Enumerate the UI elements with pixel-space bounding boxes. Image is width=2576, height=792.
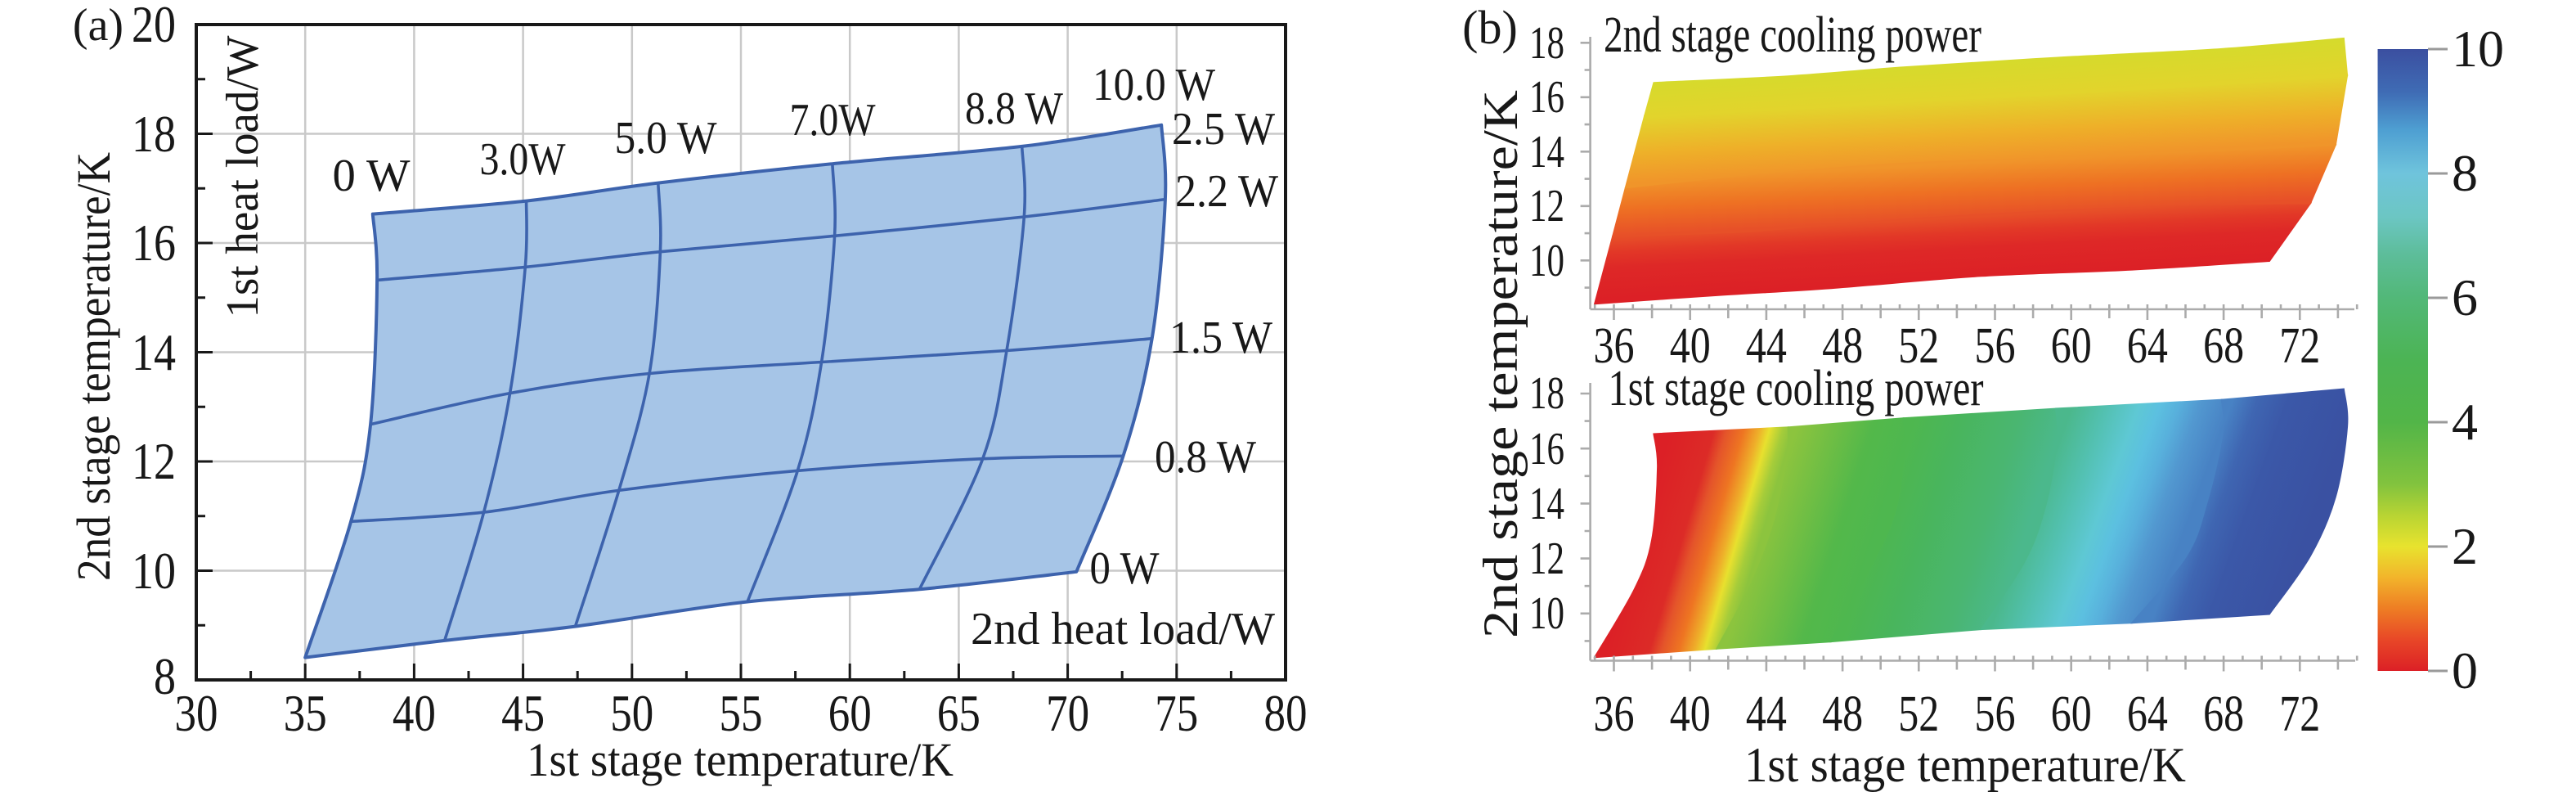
svg-text:60: 60 xyxy=(2051,318,2092,374)
svg-text:45: 45 xyxy=(501,684,545,742)
svg-text:48: 48 xyxy=(1822,686,1863,742)
svg-text:64: 64 xyxy=(2127,686,2168,742)
svg-text:18: 18 xyxy=(1529,18,1564,69)
svg-text:2nd stage temperature/K: 2nd stage temperature/K xyxy=(67,152,120,581)
svg-text:1st stage temperature/K: 1st stage temperature/K xyxy=(1744,738,2186,792)
svg-text:70: 70 xyxy=(1046,684,1089,742)
svg-text:12: 12 xyxy=(1529,181,1564,232)
svg-text:18: 18 xyxy=(1529,368,1564,419)
svg-text:1st stage cooling power: 1st stage cooling power xyxy=(1609,361,1984,416)
svg-text:0 W: 0 W xyxy=(333,151,411,201)
svg-text:0.8 W: 0.8 W xyxy=(1155,432,1256,483)
svg-text:8: 8 xyxy=(154,647,176,705)
svg-text:7.0W: 7.0W xyxy=(790,95,876,146)
svg-text:14: 14 xyxy=(132,323,176,381)
svg-text:2nd stage temperature/K: 2nd stage temperature/K xyxy=(1474,90,1528,638)
svg-text:60: 60 xyxy=(2051,686,2092,742)
svg-text:2nd stage cooling power: 2nd stage cooling power xyxy=(1604,7,1981,63)
svg-text:2.2 W: 2.2 W xyxy=(1175,166,1278,217)
svg-text:3.0W: 3.0W xyxy=(480,134,566,185)
svg-text:35: 35 xyxy=(284,684,327,742)
svg-text:40: 40 xyxy=(393,684,436,742)
svg-text:14: 14 xyxy=(1529,479,1564,529)
svg-text:16: 16 xyxy=(1529,424,1564,475)
svg-text:64: 64 xyxy=(2127,318,2168,374)
svg-text:44: 44 xyxy=(1746,318,1787,374)
svg-text:0 W: 0 W xyxy=(1090,543,1160,594)
svg-text:10.0 W: 10.0 W xyxy=(1093,60,1215,110)
svg-text:36: 36 xyxy=(1594,686,1635,742)
svg-text:48: 48 xyxy=(1822,318,1863,374)
svg-text:1st stage temperature/K: 1st stage temperature/K xyxy=(527,733,954,786)
svg-text:56: 56 xyxy=(1975,686,2016,742)
svg-text:65: 65 xyxy=(937,684,981,742)
svg-text:8.8 W: 8.8 W xyxy=(965,83,1063,134)
svg-text:12: 12 xyxy=(132,432,176,490)
svg-text:40: 40 xyxy=(1670,318,1711,374)
svg-text:14: 14 xyxy=(1529,127,1564,178)
svg-text:18: 18 xyxy=(132,105,176,163)
svg-text:6: 6 xyxy=(2452,268,2478,326)
svg-text:44: 44 xyxy=(1746,686,1787,742)
svg-text:72: 72 xyxy=(2279,686,2320,742)
svg-text:8: 8 xyxy=(2452,144,2478,202)
svg-text:2nd heat load/W: 2nd heat load/W xyxy=(971,604,1275,655)
svg-text:20: 20 xyxy=(132,0,176,53)
svg-text:40: 40 xyxy=(1670,686,1711,742)
svg-text:1st heat load/W: 1st heat load/W xyxy=(218,35,268,317)
svg-text:2: 2 xyxy=(2452,517,2478,575)
svg-text:36: 36 xyxy=(1594,318,1635,374)
svg-text:(a): (a) xyxy=(73,0,123,51)
svg-text:16: 16 xyxy=(1529,72,1564,123)
svg-text:56: 56 xyxy=(1975,318,2016,374)
svg-text:2.5 W: 2.5 W xyxy=(1172,104,1275,155)
svg-text:52: 52 xyxy=(1898,686,1939,742)
svg-text:1.5 W: 1.5 W xyxy=(1169,313,1272,363)
svg-text:5.0 W: 5.0 W xyxy=(615,113,717,164)
svg-text:(b): (b) xyxy=(1462,1,1518,54)
svg-text:75: 75 xyxy=(1155,684,1198,742)
svg-text:72: 72 xyxy=(2279,318,2320,374)
svg-text:55: 55 xyxy=(720,684,763,742)
svg-text:10: 10 xyxy=(1529,236,1564,286)
svg-text:4: 4 xyxy=(2452,393,2478,451)
svg-text:68: 68 xyxy=(2203,318,2244,374)
svg-text:16: 16 xyxy=(132,214,176,272)
svg-text:80: 80 xyxy=(1264,684,1308,742)
svg-text:50: 50 xyxy=(610,684,653,742)
svg-text:68: 68 xyxy=(2203,686,2244,742)
svg-text:12: 12 xyxy=(1529,533,1564,584)
svg-text:10: 10 xyxy=(2452,20,2504,78)
svg-text:52: 52 xyxy=(1898,318,1939,374)
svg-text:0: 0 xyxy=(2452,641,2478,700)
svg-text:10: 10 xyxy=(1529,588,1564,639)
svg-text:10: 10 xyxy=(132,542,176,600)
svg-text:30: 30 xyxy=(175,684,218,742)
svg-text:60: 60 xyxy=(828,684,872,742)
